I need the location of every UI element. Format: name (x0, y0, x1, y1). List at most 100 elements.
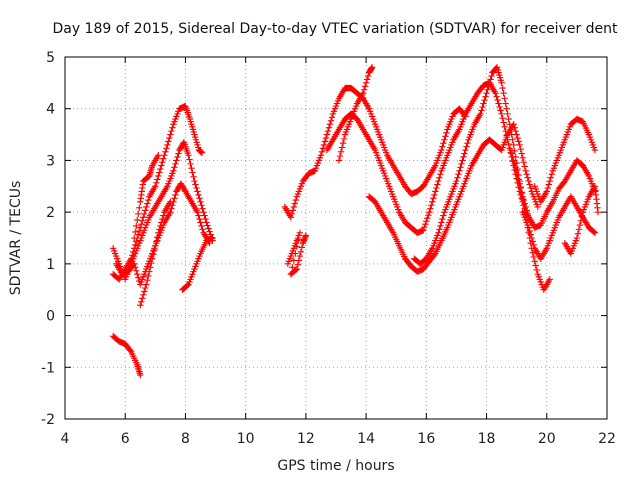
data-point (145, 196, 152, 204)
data-point (156, 169, 163, 176)
data-point (435, 229, 442, 237)
data-point (294, 261, 302, 268)
data-point (292, 266, 300, 274)
data-point (143, 203, 150, 211)
data-point (172, 191, 179, 199)
data-point (508, 131, 515, 138)
data-point (204, 222, 211, 229)
data-point (431, 251, 438, 259)
data-point (575, 226, 583, 233)
data-point (167, 198, 174, 205)
data-point (144, 277, 151, 284)
data-point (505, 115, 512, 123)
data-point (134, 271, 141, 278)
data-point (157, 222, 164, 230)
data-point (525, 224, 532, 231)
data-point (192, 181, 199, 188)
data-point (338, 144, 346, 151)
x-tick-label: 4 (61, 431, 70, 447)
data-point (530, 241, 537, 249)
data-point (458, 160, 465, 168)
data-point (325, 124, 333, 131)
data-point (137, 371, 144, 379)
data-point (135, 210, 142, 218)
data-point (295, 257, 303, 264)
y-tick-label: 3 (46, 153, 55, 169)
series-evening-b (531, 115, 599, 205)
series-morning-d (137, 198, 174, 309)
y-axis-label: SDTVAR / TECUs (8, 181, 24, 296)
data-point (290, 203, 298, 211)
data-point (548, 171, 555, 178)
series-day-f (411, 64, 553, 293)
data-point (132, 228, 139, 236)
data-point (200, 208, 207, 216)
x-tick-label: 22 (598, 431, 616, 447)
data-point (155, 229, 162, 237)
y-tick-label: -1 (41, 360, 55, 376)
data-point (591, 146, 599, 154)
data-point (328, 114, 336, 121)
data-point (521, 200, 528, 207)
data-point (203, 219, 210, 226)
data-point (201, 212, 208, 219)
data-point (520, 158, 527, 166)
data-point (435, 177, 442, 185)
data-point (140, 291, 147, 299)
y-tick-label: 1 (46, 257, 55, 273)
data-point (335, 157, 343, 164)
data-point (528, 234, 535, 242)
data-point (153, 179, 160, 187)
data-point (443, 129, 450, 137)
data-point (481, 96, 488, 104)
data-point (159, 215, 166, 223)
data-point (136, 204, 143, 212)
data-point (197, 219, 204, 226)
data-point (327, 117, 335, 124)
data-point (486, 79, 493, 87)
data-point (463, 143, 470, 150)
data-point (529, 238, 536, 245)
data-point (134, 216, 141, 224)
data-point (457, 164, 464, 171)
data-point (523, 207, 530, 214)
data-point (487, 76, 494, 83)
data-point (591, 229, 599, 237)
series-day-a (281, 84, 469, 221)
data-point (509, 153, 516, 161)
data-point (172, 160, 179, 168)
data-point (492, 90, 499, 97)
data-point (142, 284, 149, 292)
data-point (140, 214, 147, 221)
data-point (194, 188, 201, 195)
data-point (432, 188, 439, 195)
data-point (424, 214, 431, 222)
data-point (503, 105, 510, 112)
data-point (198, 222, 205, 230)
data-point (198, 149, 206, 156)
data-point (523, 171, 530, 178)
data-point (520, 196, 527, 204)
data-point (209, 234, 216, 242)
series-day-e (365, 121, 541, 275)
data-point (156, 226, 163, 233)
data-point (158, 219, 165, 226)
x-tick-label: 16 (417, 431, 435, 447)
data-point (320, 141, 328, 149)
data-point (364, 72, 372, 80)
data-point (518, 189, 525, 196)
data-point (524, 174, 531, 181)
data-point (198, 202, 205, 209)
data-point (158, 162, 165, 169)
data-point (494, 96, 501, 104)
data-point (296, 229, 304, 237)
data-point (485, 83, 492, 90)
data-point (147, 264, 154, 271)
data-point (525, 177, 532, 185)
data-point (302, 232, 310, 239)
data-point (507, 146, 514, 154)
data-point (157, 165, 164, 173)
data-point (524, 210, 531, 218)
data-point (508, 150, 515, 157)
data-point (159, 158, 166, 166)
